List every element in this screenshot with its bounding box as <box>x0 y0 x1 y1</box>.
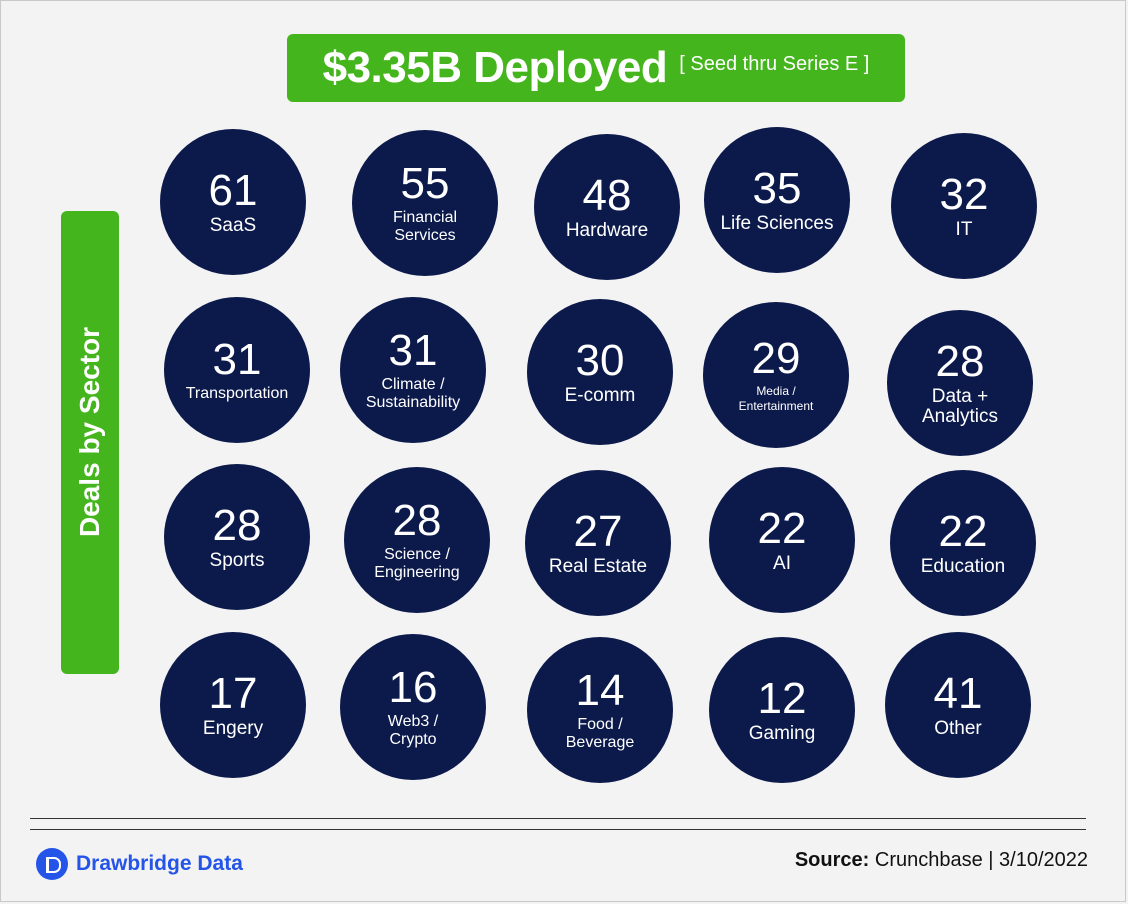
sector-label: SaaS <box>209 215 257 236</box>
sector-label: Engery <box>202 718 264 739</box>
chart-title: $3.35B Deployed <box>322 43 668 92</box>
sector-deal-count: 32 <box>939 170 989 219</box>
sector-label-line2: Services <box>394 227 456 244</box>
sector-label: IT <box>955 219 973 240</box>
sector-deal-count: 27 <box>573 507 623 556</box>
sector-label-line2: Engineering <box>374 564 460 581</box>
sector-deal-count: 28 <box>392 496 442 545</box>
sector-bubble: 30 E-comm <box>527 299 673 445</box>
sector-label: Food / <box>577 716 623 733</box>
sector-label: Financial <box>392 209 458 226</box>
sector-deal-count: 31 <box>388 326 438 375</box>
sector-bubble: 48 Hardware <box>534 134 680 280</box>
sector-bubble: 16 Web3 /Crypto <box>340 634 486 780</box>
sector-deal-count: 14 <box>575 666 625 715</box>
sector-deal-count: 17 <box>208 669 258 718</box>
sector-label: Science / <box>384 546 450 563</box>
sector-deal-count: 35 <box>752 164 802 213</box>
sector-bubble: 22 Education <box>890 470 1036 616</box>
sector-bubble: 61 SaaS <box>160 129 306 275</box>
sector-label: Education <box>920 556 1006 577</box>
sector-label: Data + <box>931 386 989 407</box>
sector-label: E-comm <box>564 385 636 406</box>
sector-label: Climate / <box>381 376 445 393</box>
sector-label: Other <box>934 718 982 739</box>
sector-deal-count: 16 <box>388 663 438 712</box>
sector-bubble: 27 Real Estate <box>525 470 671 616</box>
sector-bubble: 14 Food / Beverage <box>527 637 673 783</box>
sector-bubble: 28 Science / Engineering <box>344 467 490 613</box>
sector-bubble: 28 Sports <box>164 464 310 610</box>
sector-bubble: 32 IT <box>891 133 1037 279</box>
sector-deal-count: 55 <box>400 159 450 208</box>
sector-bubble: 29 Media / Entertainment <box>703 302 849 448</box>
source-label: Source: <box>794 849 870 871</box>
sector-bubble: 28 Data + Analytics <box>887 310 1033 456</box>
divider-bottom <box>30 829 1086 830</box>
sector-label: Sports <box>209 550 265 571</box>
y-axis-label: Deals by Sector <box>74 326 105 538</box>
sector-deal-count: 29 <box>751 334 801 383</box>
divider-top <box>30 818 1086 819</box>
sector-deal-count: 41 <box>933 669 983 718</box>
source-note: Source: Crunchbase | 3/10/2022 <box>795 849 1088 872</box>
sector-deal-count: 12 <box>757 674 807 723</box>
sector-bubble: 41 Other <box>885 632 1031 778</box>
chart-subtitle: [ Seed thru Series E ] <box>679 52 870 75</box>
source-text: Crunchbase | 3/10/2022 <box>874 849 1088 871</box>
sector-bubble: 35 Life Sciences <box>704 127 850 273</box>
sector-label: Gaming <box>748 723 816 744</box>
side-banner <box>61 211 119 674</box>
brand-logo: Drawbridge Data <box>36 848 243 880</box>
sector-label-line2: Entertainment <box>738 399 814 413</box>
sector-deal-count: 61 <box>208 166 258 215</box>
sector-deal-count: 48 <box>582 171 632 220</box>
sector-label-line2: Crypto <box>389 731 437 748</box>
sector-label: Life Sciences <box>720 213 834 234</box>
sector-label: Hardware <box>565 220 649 241</box>
sector-bubble: 22 AI <box>709 467 855 613</box>
sector-label-line2: Beverage <box>565 734 635 751</box>
sector-deal-count: 28 <box>935 337 985 386</box>
sector-bubble: 31 Climate / Sustainability <box>340 297 486 443</box>
sector-deal-count: 22 <box>757 504 807 553</box>
sector-label: Real Estate <box>548 556 648 577</box>
sector-deal-count: 28 <box>212 501 262 550</box>
sector-deal-count: 22 <box>938 507 988 556</box>
sector-bubble: 55 Financial Services <box>352 130 498 276</box>
drawbridge-d-icon <box>36 848 68 880</box>
sector-deal-count: 30 <box>575 336 625 385</box>
header-banner: $3.35B Deployed [ Seed thru Series E ] <box>287 34 905 102</box>
sector-label-line2: Sustainability <box>365 394 461 411</box>
sector-label: Transportation <box>185 385 289 402</box>
sector-bubble: 17 Engery <box>160 632 306 778</box>
brand-name: Drawbridge Data <box>76 852 243 875</box>
sector-label-line2: Analytics <box>921 406 999 427</box>
sector-deal-count: 31 <box>212 335 262 384</box>
sector-label: AI <box>773 553 791 574</box>
sector-label: Media / <box>756 384 796 398</box>
sector-bubble: 31 Transportation <box>164 297 310 443</box>
sector-bubble: 12 Gaming <box>709 637 855 783</box>
sector-label: Web3 / <box>387 713 439 730</box>
